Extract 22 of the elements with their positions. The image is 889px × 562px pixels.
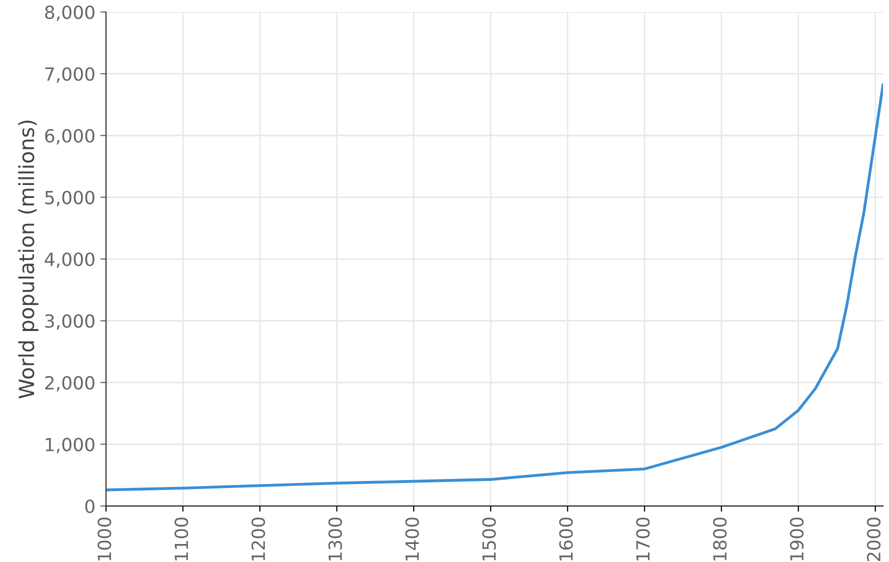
y-axis-title: World population (millions) xyxy=(18,120,38,398)
line-series xyxy=(106,83,883,492)
y-tick-label: 1,000 xyxy=(46,438,94,454)
x-tick-label: 1800 xyxy=(713,518,727,560)
x-tick-label: 1300 xyxy=(328,518,342,560)
y-tick-label: 5,000 xyxy=(45,190,94,206)
x-tick-label: 1100 xyxy=(174,518,188,560)
y-tick-label: 3,000 xyxy=(45,314,94,330)
y-tick-label: 7,000 xyxy=(45,67,94,83)
x-tick-label: 1700 xyxy=(636,518,650,560)
x-tick-label: 1200 xyxy=(251,518,266,560)
y-tick-label: 2,000 xyxy=(45,376,94,392)
x-tick-label: 1000 xyxy=(98,518,112,560)
x-tick-label: 1600 xyxy=(559,518,573,560)
y-tick-label: 0 xyxy=(85,499,94,514)
x-tick-label: 1400 xyxy=(405,518,419,560)
y-tick-label: 6,000 xyxy=(45,128,94,144)
y-tick-label: 8,000 xyxy=(45,5,94,21)
x-tick-label: 1500 xyxy=(482,518,496,560)
x-tick-label: 2000 xyxy=(866,518,881,562)
y-tick-label: 4,000 xyxy=(44,252,94,268)
x-tick-label: 1900 xyxy=(790,518,804,560)
